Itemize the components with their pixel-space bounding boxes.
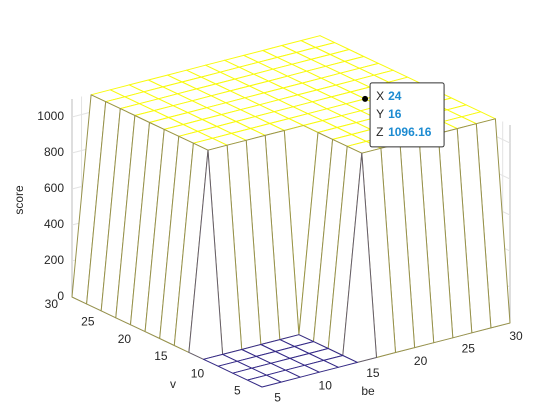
x-tick-label: 10	[319, 378, 333, 392]
x-tick-label: 5	[274, 391, 281, 405]
x-tick-label: 30	[509, 329, 523, 343]
datatip-label: Y	[376, 107, 384, 121]
datatip-value: 1096.16	[388, 125, 432, 139]
z-axis-label: score	[12, 185, 26, 215]
z-tick-label: 600	[44, 181, 64, 195]
datatip-value: 24	[388, 89, 402, 103]
x-tick-label: 20	[414, 354, 428, 368]
y-axis-label: v	[170, 377, 176, 391]
z-tick-label: 800	[44, 145, 64, 159]
z-tick-label: 400	[44, 217, 64, 231]
y-tick-label: 25	[81, 314, 95, 328]
z-tick-label: 200	[44, 253, 64, 267]
x-tick-label: 15	[366, 366, 380, 380]
datatip-marker	[362, 95, 369, 102]
datatip: X 24 Y 16 Z 1096.16	[362, 82, 445, 148]
datatip-box	[369, 82, 445, 148]
y-tick-label: 15	[154, 349, 168, 363]
datatip-label: X	[376, 89, 384, 103]
datatip-label: Z	[376, 125, 383, 139]
y-tick-label: 30	[45, 297, 59, 311]
y-tick-label: 5	[234, 384, 241, 398]
datatip-value: 16	[388, 107, 402, 121]
x-axis-label: be	[361, 384, 375, 398]
z-tick-label: 1000	[37, 109, 64, 123]
mesh-cell	[246, 374, 282, 388]
z-tick-label: 0	[57, 289, 64, 303]
y-tick-label: 20	[118, 332, 132, 346]
y-tick-label: 10	[191, 366, 205, 380]
x-tick-label: 25	[462, 341, 476, 355]
